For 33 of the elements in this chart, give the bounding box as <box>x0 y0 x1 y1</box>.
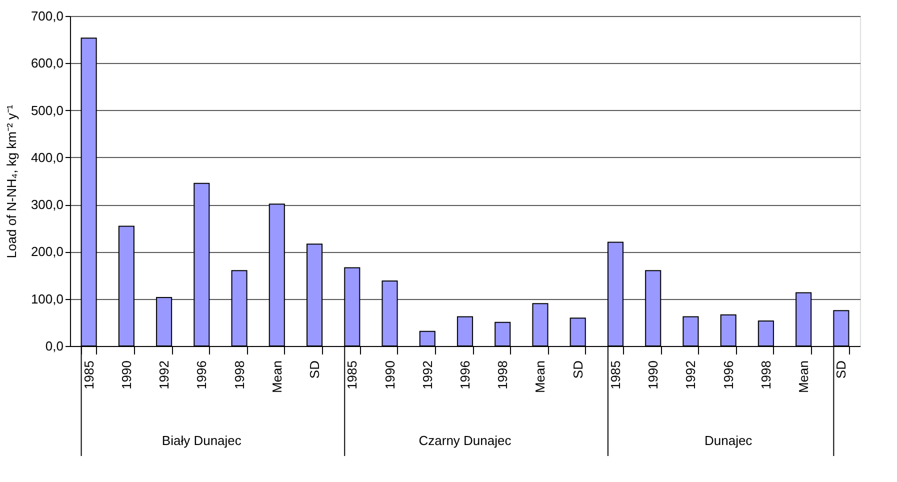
y-tick-label: 300,0 <box>30 197 64 212</box>
y-tick-label: 200,0 <box>30 244 64 260</box>
y-tick-label: 700,0 <box>30 8 64 24</box>
x-tick-label: SD <box>570 360 586 379</box>
y-axis-title: Load of N-NH₄, kg km⁻² y⁻¹ <box>4 104 19 258</box>
x-tick-label: 1998 <box>495 360 510 390</box>
x-tick-label: 1996 <box>458 360 472 390</box>
text: Biały Dunajec <box>162 433 242 448</box>
x-tick-label: 1998 <box>232 360 247 390</box>
x-tick-label: 1992 <box>420 360 435 390</box>
x-tick-label: 1992 <box>683 360 698 390</box>
x-tick-label: Mean <box>532 360 548 394</box>
y-tick-label: 500,0 <box>30 102 64 118</box>
x-tick-label: Mean <box>269 360 284 394</box>
x-tick-label: 1985 <box>344 360 360 390</box>
x-tick-label: 1990 <box>646 360 661 390</box>
y-tick-label: 0,0 <box>45 338 64 354</box>
y-tick-label: 400,0 <box>30 150 64 165</box>
x-tick-label: 1992 <box>156 360 172 390</box>
x-tick-label: 1990 <box>118 360 134 390</box>
x-tick-label: Mean <box>796 360 812 394</box>
x-tick-label: 1990 <box>382 360 398 390</box>
x-tick-label: 1996 <box>194 360 210 390</box>
x-tick-label: 1985 <box>608 360 623 390</box>
text: Dunajec <box>704 433 753 448</box>
y-tick-label: 600,0 <box>30 56 64 71</box>
x-tick-label: SD <box>834 360 849 379</box>
text: Czarny Dunajec <box>418 433 512 448</box>
x-tick-label: 1985 <box>81 360 96 390</box>
x-tick-label: SD <box>307 360 322 379</box>
x-tick-label: 1998 <box>758 360 774 390</box>
y-tick-label: 100,0 <box>30 291 64 306</box>
x-tick-label: 1996 <box>720 360 736 390</box>
